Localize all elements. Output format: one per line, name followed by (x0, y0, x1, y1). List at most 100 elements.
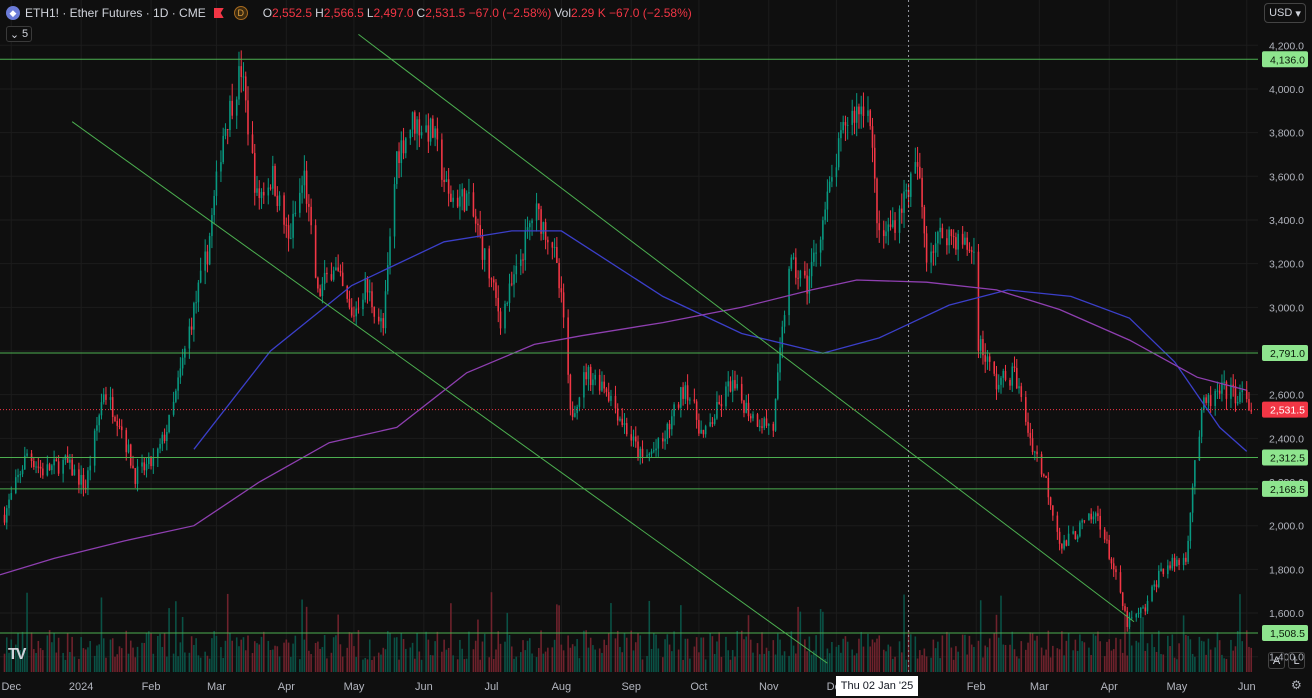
candle-body (82, 474, 85, 488)
volume-bar (177, 656, 179, 672)
candle-body (1072, 531, 1074, 534)
volume-bar (211, 638, 213, 672)
candle-body (1079, 522, 1081, 537)
volume-bar (276, 646, 279, 672)
volume-bar (125, 630, 128, 672)
candle-body (824, 209, 826, 221)
volume-bar (235, 637, 238, 672)
candle-body (756, 414, 759, 427)
candle-body (603, 381, 605, 389)
candle-body (752, 414, 754, 419)
volume-bar (779, 639, 781, 672)
candles (3, 50, 1253, 632)
candle-body (287, 225, 290, 239)
volume-bar (339, 644, 342, 672)
ohlc-label: H (315, 6, 324, 20)
candle-body (1013, 366, 1016, 368)
candle-body (1241, 390, 1244, 393)
candle-body (650, 451, 653, 454)
volume-bar (955, 646, 957, 672)
candle-body (822, 220, 824, 240)
candle-body (1004, 370, 1007, 380)
currency-select[interactable]: USD ▾ (1264, 3, 1306, 23)
candle-body (605, 388, 608, 393)
candle-body (1083, 520, 1086, 522)
volume-bar (465, 658, 468, 672)
volume-bar (767, 650, 770, 672)
candle-body (443, 179, 445, 183)
volume-bar (395, 637, 398, 672)
volume-bar (529, 638, 531, 672)
candle-body (305, 170, 308, 204)
candle-body (1049, 497, 1052, 506)
volume-bar (867, 633, 869, 672)
volume-bar (995, 614, 998, 672)
candle-body (21, 469, 24, 475)
candle-body (621, 418, 624, 425)
candle-body (662, 438, 664, 442)
candle-body (42, 468, 44, 476)
volume-bar (477, 619, 479, 672)
symbol-title[interactable]: ETH1! · Ether Futures · 1D · CME (25, 6, 206, 20)
volume-bar (982, 657, 984, 672)
volume-bar (1155, 651, 1158, 672)
volume-bar (78, 658, 80, 672)
candle-body (102, 394, 105, 403)
volume-bar (1029, 632, 1032, 672)
indicators-collapse-button[interactable]: ⌄ 5 (6, 26, 32, 42)
candle-body (853, 110, 856, 123)
volume-bar (193, 644, 195, 672)
volume-bar (716, 641, 718, 672)
candle-body (24, 455, 26, 470)
candle-body (747, 402, 750, 417)
candle-body (1029, 432, 1032, 439)
candle-body (495, 282, 497, 298)
volume-bar (513, 658, 515, 672)
x-tick-label: May (344, 681, 365, 693)
candle-body (353, 315, 355, 317)
volume-bar (598, 648, 601, 672)
flag-icon[interactable] (213, 8, 224, 18)
candle-body (686, 385, 689, 401)
auto-scale-button[interactable]: A (1268, 652, 1285, 669)
volume-bar (804, 639, 806, 672)
volume-bar (544, 651, 547, 672)
volume-bar (231, 640, 234, 672)
level-price-tag: 2,791.0 (1270, 348, 1305, 360)
candle-body (1074, 531, 1077, 540)
volume-bar (538, 647, 540, 672)
volume-bar (1230, 639, 1232, 672)
candle-body (1115, 569, 1117, 573)
volume-bar (842, 638, 844, 672)
volume-bar (1162, 654, 1165, 672)
gear-icon[interactable]: ⚙ (1291, 678, 1302, 692)
candle-body (190, 326, 193, 330)
volume-bar (1205, 654, 1207, 672)
candle-body (1137, 612, 1140, 615)
candle-body (337, 267, 339, 271)
candle-body (1043, 474, 1045, 477)
volume-bar (42, 650, 44, 672)
log-scale-button[interactable]: L (1288, 652, 1305, 669)
candle-body (569, 374, 572, 410)
volume-bar (1171, 634, 1174, 672)
d-badge[interactable]: D (233, 6, 248, 20)
volume-bar (551, 647, 554, 672)
candle-body (731, 380, 734, 392)
symbol-legend[interactable]: ◆ ETH1! · Ether Futures · 1D · CME D O2,… (6, 4, 692, 22)
candle-body (71, 459, 73, 476)
volume-bar (1214, 647, 1216, 672)
volume-bar (326, 658, 328, 672)
volume-bar (919, 650, 921, 672)
y-tick-label: 1,600.0 (1269, 608, 1304, 620)
volume-bar (377, 652, 380, 672)
volume-bar (1158, 630, 1160, 672)
volume-bar (526, 640, 529, 672)
candle-body (1248, 399, 1250, 411)
candle-body (371, 291, 373, 308)
candle-body (957, 233, 959, 250)
candle-body (718, 402, 720, 404)
volume-bar (98, 644, 100, 672)
volume-bar (62, 652, 64, 672)
